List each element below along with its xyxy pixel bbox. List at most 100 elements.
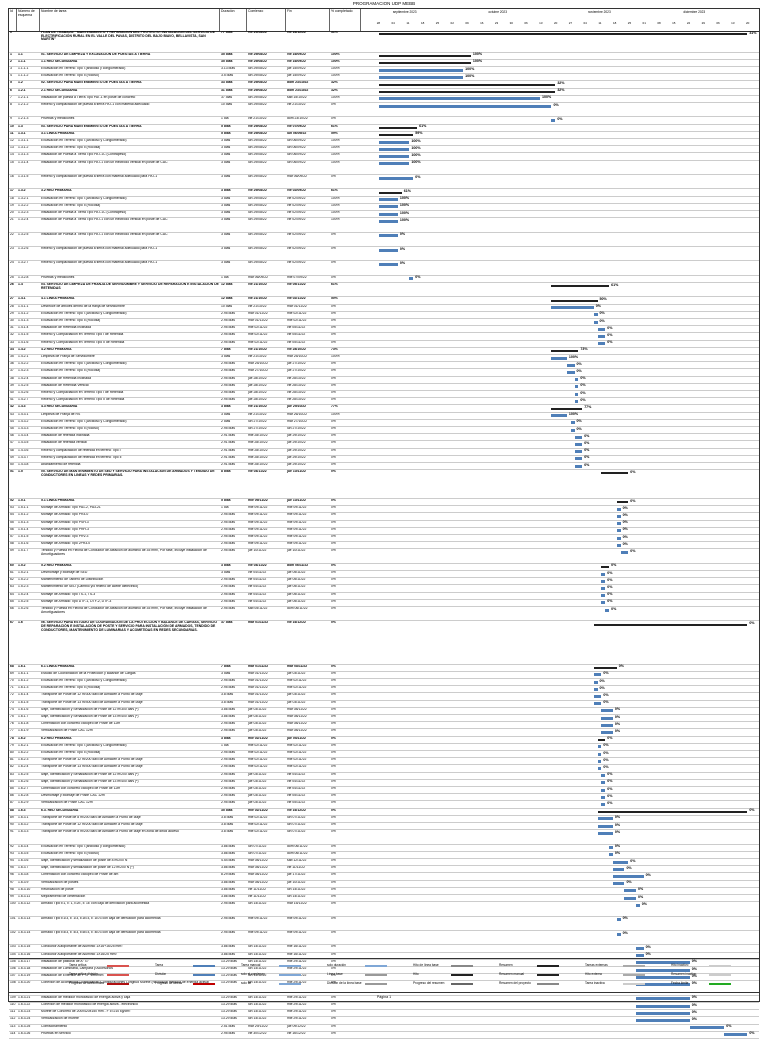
task-bar[interactable] (724, 1033, 748, 1037)
task-bar[interactable] (597, 817, 613, 821)
task-bar[interactable] (605, 608, 610, 612)
task-bar[interactable] (574, 378, 579, 382)
table-row[interactable]: 101 1.6.3.13 Armado Tipo E1/3, E´1/3, E1E/… (9, 917, 759, 931)
summary-bar[interactable] (551, 349, 579, 352)
task-bar[interactable] (378, 75, 464, 79)
table-row[interactable]: 74 1.6.1.6 Izaje, Identificación y Señaliz… (9, 708, 759, 715)
task-bar[interactable] (601, 774, 606, 778)
table-row[interactable]: 64 1.5.2.4 Montaje de Armado Tipo TS-1, TS… (9, 593, 759, 600)
table-row[interactable]: 41 1.4.2.7 Relleno y Compactación en Terre… (9, 398, 759, 406)
table-row[interactable]: 89 1.6.3.1 Transporte de Poste de 8 m/200 … (9, 816, 759, 823)
table-row[interactable]: 103 1.6.3.15 Conductor Autoportante de Alu… (9, 945, 759, 953)
task-bar[interactable] (378, 212, 398, 216)
task-bar[interactable] (597, 752, 602, 756)
task-bar[interactable] (612, 860, 629, 864)
table-row[interactable]: 21 1.3.2.4 Instalacion de Puesta a Tierra … (9, 218, 759, 233)
table-row[interactable]: 44 1.4.3.2 Excavación en Terreno Tipo I (A… (9, 420, 759, 427)
task-bar[interactable] (551, 306, 594, 310)
task-bar[interactable] (378, 262, 398, 266)
summary-bar[interactable] (551, 299, 598, 302)
summary-bar[interactable] (601, 565, 610, 568)
task-bar[interactable] (609, 846, 613, 850)
summary-bar[interactable] (378, 126, 418, 129)
task-bar[interactable] (566, 370, 575, 374)
task-bar[interactable] (635, 946, 644, 950)
table-row[interactable]: 80 1.6.2.2 Excavación en Terreno Tipo II (… (9, 751, 759, 759)
table-row[interactable]: 92 1.6.3.4 Excavación en Terreno Tipo I (a… (9, 845, 759, 852)
table-row[interactable]: 46 1.4.3.4 Instalación de retenida inclina… (9, 434, 759, 442)
summary-bar[interactable] (378, 191, 402, 194)
table-row[interactable]: 67 1.6 06. SERVICIO PARA ESTUDIO DE COORDI… (9, 621, 759, 665)
table-row[interactable]: 73 1.6.1.5 Transporte de Poste de 13 m/400… (9, 701, 759, 708)
table-row[interactable]: 63 1.5.2.3 Mantenimiento de SED (Cambio y/… (9, 585, 759, 593)
table-row[interactable]: 104 1.6.3.16 Conductor Autoportante de Alu… (9, 953, 759, 960)
table-row[interactable]: 110 1.6.3.22 Conexión de medidor monofásic… (9, 1003, 759, 1011)
table-row[interactable]: 42 1.4.3 4.3 RED SECUNDARIA 3 días vie 21/10… (9, 405, 759, 413)
summary-bar[interactable] (378, 90, 556, 93)
task-bar[interactable] (574, 435, 583, 439)
task-bar[interactable] (624, 896, 636, 900)
task-bar[interactable] (635, 982, 690, 986)
task-bar[interactable] (378, 219, 398, 223)
table-row[interactable]: 90 1.6.3.2 Transporte de Poste de 12 m/200… (9, 823, 759, 831)
table-row[interactable]: 85 1.6.2.7 Cimentación con concreto ciclop… (9, 787, 759, 795)
task-bar[interactable] (601, 730, 613, 734)
table-row[interactable]: 68 1.6.1 6.1 LINEA PRIMARIA 7 días mar 01/11… (9, 665, 759, 672)
table-row[interactable]: 113 1.6.3.25 Comisionamiento 2.51 días mar 2… (9, 1025, 759, 1032)
task-bar[interactable] (378, 147, 410, 151)
table-row[interactable]: 81 1.6.2.3 Transporte de Poste de 12 m/200… (9, 758, 759, 766)
table-row[interactable]: 45 1.4.3.3 Excavación en Terreno Tipo II (… (9, 427, 759, 435)
task-bar[interactable] (378, 68, 464, 72)
table-row[interactable]: 14 1.3.1.3 Instalacion de Puesta a Tierra … (9, 153, 759, 161)
task-bar[interactable] (597, 342, 606, 346)
table-row[interactable]: 88 1.6.3 6.3. RED SECUNDARIA 35 días mié 02/… (9, 809, 759, 816)
task-bar[interactable] (616, 932, 621, 936)
task-bar[interactable] (601, 716, 613, 720)
table-row[interactable]: 34 1.4.2 4.2 RED PRIMARIA 7 días vie 21/10/2… (9, 348, 759, 355)
task-bar[interactable] (378, 154, 410, 158)
task-bar[interactable] (601, 586, 606, 590)
table-row[interactable]: 60 1.5.2 5.2 RED PRIMARIA 3 días vie 04/11/2… (9, 564, 759, 571)
task-bar[interactable] (378, 176, 414, 180)
table-row[interactable]: 29 1.4.1.2 Excavación en Terreno Tipo I (A… (9, 312, 759, 319)
table-row[interactable]: 22 1.3.2.5 Instalacion de Puesta a Tierra … (9, 233, 759, 247)
task-bar[interactable] (620, 550, 629, 554)
table-row[interactable]: 48 1.4.3.6 Relleno y compactación de reten… (9, 449, 759, 456)
task-bar[interactable] (593, 694, 602, 698)
task-bar[interactable] (378, 97, 540, 101)
table-row[interactable]: 36 1.4.2.2 Excavación en Terreno Tipo I (A… (9, 362, 759, 370)
task-bar[interactable] (378, 162, 410, 166)
table-row[interactable]: 50 1.4.3.8 Afianzamiento de retenida 2.91 d… (9, 463, 759, 471)
task-bar[interactable] (601, 802, 606, 806)
table-row[interactable]: 17 1.3.2 3.2 RED PRIMARIA 3 días vie 29/08/2… (9, 189, 759, 197)
table-row[interactable]: 97 1.6.3.9 Verticalización de postes 3.86 d… (9, 881, 759, 888)
task-bar[interactable] (609, 853, 613, 857)
table-row[interactable]: 95 1.6.3.7 Izaje, Identificación y señaliz… (9, 866, 759, 874)
table-row[interactable]: 53 1.5.1.1 Montaje de Armado Tipo PA1-2, P… (9, 506, 759, 514)
summary-bar[interactable] (378, 133, 414, 136)
task-bar[interactable] (593, 680, 598, 684)
table-row[interactable]: 72 1.6.1.4 Transporte de Poste de 12 m/300… (9, 693, 759, 701)
table-row[interactable]: 1 1.1 01. SERVICIO DE LIMPIEZA Y EXCAVACIÓ… (9, 53, 759, 60)
summary-bar[interactable] (378, 54, 471, 57)
task-bar[interactable] (409, 277, 414, 281)
table-row[interactable]: 15 1.3.1.4 Instalacion de Puesta a Tierra … (9, 161, 759, 175)
table-row[interactable]: 7 1.2.1.1 Instalación de puesta a Tierra T… (9, 96, 759, 103)
table-row[interactable]: 59 1.5.1.7 Tendido y Puesta en Flecha de C… (9, 549, 759, 564)
table-row[interactable]: 102 1.6.3.14 Armado Tipo E4/3, E´4/3, E4E/… (9, 931, 759, 946)
table-row[interactable]: 78 1.6.2 6.2 RED PRIMARIA 3 días mié 02/11/2… (9, 737, 759, 744)
table-row[interactable]: 86 1.6.2.8 Desmontaje y Montaje de Poste C… (9, 794, 759, 802)
task-bar[interactable] (574, 392, 579, 396)
table-row[interactable]: 93 1.6.3.5 Excavación en Terreno Tipo II (… (9, 852, 759, 859)
table-row[interactable]: 96 1.6.3.8 Cimentación con concreto ciclop… (9, 873, 759, 881)
table-row[interactable]: 82 1.6.2.4 Transporte de Poste de 13 m/400… (9, 765, 759, 773)
task-bar[interactable] (616, 514, 621, 518)
table-row[interactable]: 25 1.3.2.8 Pruebas y mediciones 1 día mar 06… (9, 276, 759, 283)
summary-bar[interactable] (597, 738, 606, 741)
task-bar[interactable] (574, 457, 583, 461)
table-row[interactable]: 100 1.6.3.12 Armado Tipo E1, E´1, E2E, E´1… (9, 902, 759, 917)
table-row[interactable]: 84 1.6.2.6 Izaje, Identificación y Señaliz… (9, 780, 759, 787)
table-row[interactable]: 32 1.4.1.5 Relleno y Compactación en Terre… (9, 333, 759, 341)
task-bar[interactable] (612, 867, 625, 871)
task-bar[interactable] (593, 313, 598, 317)
